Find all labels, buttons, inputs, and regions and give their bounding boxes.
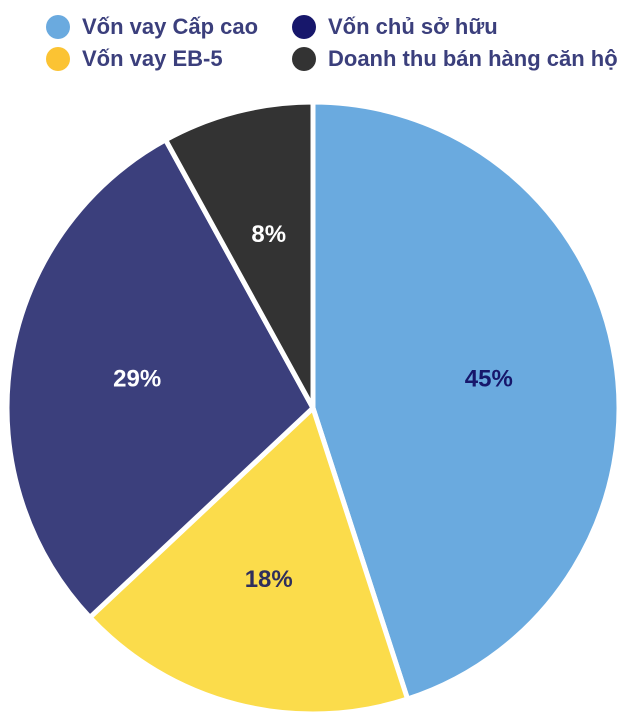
legend-label-eb5-loan: Vốn vay EB-5 — [82, 46, 223, 71]
legend-swatch-equity — [292, 15, 316, 39]
legend-swatch-senior-loan — [46, 15, 70, 39]
pie-slice-label-1: 18% — [245, 566, 293, 593]
legend-label-senior-loan: Vốn vay Cấp cao — [82, 14, 259, 39]
pie-chart: 45% 18% 29% 8% — [4, 99, 622, 717]
pie-chart-area: 45% 18% 29% 8% — [0, 90, 633, 724]
legend-item-equity: Vốn chủ sở hữu — [292, 12, 498, 42]
legend-swatch-condo-sales — [292, 47, 316, 71]
pie-slice-3 — [163, 99, 316, 411]
legend-item-condo-sales: Doanh thu bán hàng căn hộ — [292, 44, 618, 74]
legend-label-equity: Vốn chủ sở hữu — [328, 14, 498, 39]
pie-slice-label-2: 29% — [113, 365, 161, 392]
pie-slice-1 — [87, 405, 411, 717]
pie-slice-2 — [4, 137, 316, 620]
legend-item-eb5-loan: Vốn vay EB-5 — [46, 44, 223, 74]
legend-item-senior-loan: Vốn vay Cấp cao — [46, 12, 258, 42]
pie-slice-label-0: 45% — [465, 365, 513, 392]
pie-slice-0 — [310, 99, 622, 702]
pie-slice-label-3: 8% — [251, 221, 286, 248]
chart-legend: Vốn vay Cấp cao Vốn chủ sở hữu Vốn vay E… — [0, 0, 633, 90]
legend-label-condo-sales: Doanh thu bán hàng căn hộ — [328, 46, 618, 71]
legend-swatch-eb5-loan — [46, 47, 70, 71]
